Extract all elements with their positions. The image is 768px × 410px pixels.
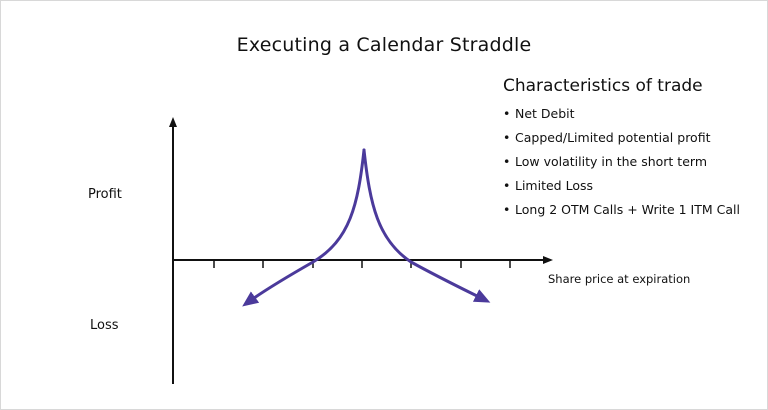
characteristic-text: Limited Loss: [515, 178, 594, 193]
characteristic-text: Net Debit: [515, 106, 575, 121]
characteristics-heading: Characteristics of trade: [503, 76, 703, 96]
characteristic-item: • Net Debit: [503, 102, 740, 126]
characteristic-text: Capped/Limited potential profit: [515, 130, 711, 145]
characteristic-text: Low volatility in the short term: [515, 154, 707, 169]
characteristic-item: • Low volatility in the short term: [503, 150, 740, 174]
characteristic-item: • Long 2 OTM Calls + Write 1 ITM Call: [503, 198, 740, 222]
x-axis-label: Share price at expiration: [548, 272, 691, 286]
bullet-icon: •: [503, 202, 511, 217]
characteristic-item: • Capped/Limited potential profit: [503, 126, 740, 150]
diagram-title: Executing a Calendar Straddle: [236, 34, 532, 56]
bullet-icon: •: [503, 178, 511, 193]
characteristic-item: • Limited Loss: [503, 174, 740, 198]
characteristics-list: • Net Debit • Capped/Limited potential pro…: [503, 102, 740, 222]
payoff-curve-right: [362, 148, 491, 303]
characteristics-panel: Characteristics of trade • Net Debit • Cap…: [503, 76, 740, 222]
loss-axis-label: Loss: [90, 318, 119, 333]
payoff-curve-left: [242, 148, 366, 307]
bullet-icon: •: [503, 130, 511, 145]
bullet-icon: •: [503, 106, 511, 121]
characteristic-text: Long 2 OTM Calls + Write 1 ITM Call: [515, 202, 740, 217]
bullet-icon: •: [503, 154, 511, 169]
x-axis-ticks: [213, 260, 511, 268]
profit-axis-label: Profit: [88, 187, 122, 202]
